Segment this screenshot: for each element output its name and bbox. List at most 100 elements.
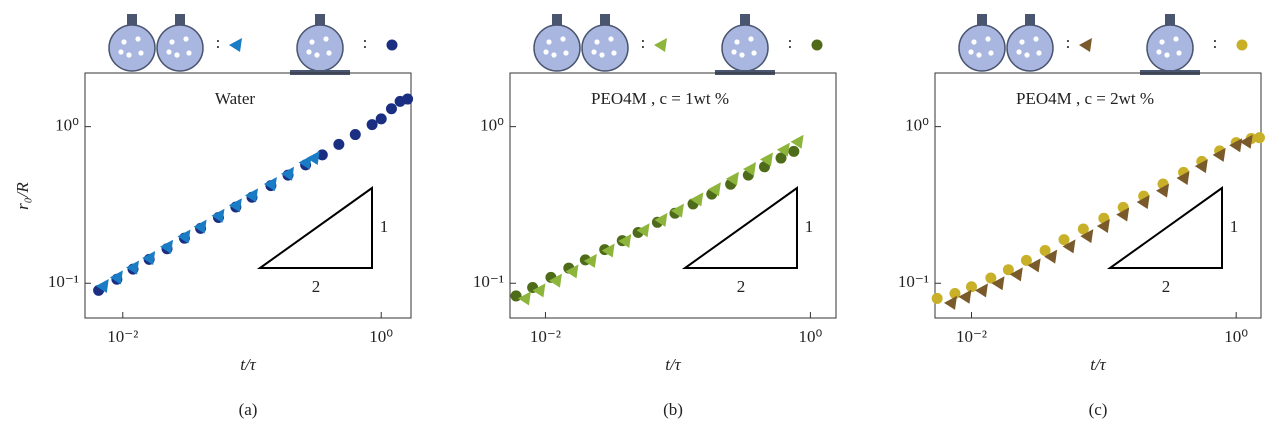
circle-marker	[333, 138, 345, 150]
triangle-marker	[1116, 207, 1130, 222]
caption: (c)	[1089, 400, 1108, 419]
double-flask-icon	[533, 14, 629, 72]
flask-neck	[600, 14, 610, 28]
bubble	[563, 50, 569, 56]
legend-separator: :	[1066, 33, 1071, 52]
bubble	[166, 49, 172, 55]
triangle-marker	[707, 182, 721, 197]
triangle-marker	[177, 229, 191, 244]
triangle-marker	[759, 152, 773, 167]
bubble	[734, 39, 740, 45]
bubble	[971, 39, 977, 45]
x-axis-label: t/τ	[1090, 355, 1106, 374]
plot-area	[93, 93, 414, 296]
bubble	[968, 49, 974, 55]
circle-marker	[985, 272, 997, 284]
circle-marker	[1077, 223, 1089, 235]
bubble	[323, 36, 329, 42]
triangle-marker	[1096, 219, 1110, 234]
triangle-marker	[1212, 147, 1226, 162]
circle-marker	[349, 129, 361, 141]
legend-marker	[386, 39, 398, 51]
flask-icon	[1140, 14, 1200, 75]
circle-marker	[1002, 264, 1014, 276]
triangle-marker	[160, 239, 174, 254]
circle-marker	[1058, 234, 1070, 246]
circle-marker	[375, 113, 387, 125]
circle-marker	[1253, 132, 1265, 144]
bubble	[591, 49, 597, 55]
x-tick-label: 10⁰	[1224, 327, 1248, 346]
y-tick-label: 10⁻¹	[473, 272, 504, 291]
plot-area	[510, 134, 804, 306]
y-tick-label: 10⁻¹	[898, 272, 929, 291]
triangle-marker	[1176, 170, 1190, 185]
circle-marker	[775, 152, 787, 164]
bubble	[135, 36, 141, 42]
x-axis-label: t/τ	[240, 355, 256, 374]
bubble	[560, 36, 566, 42]
x-tick-label: 10⁻²	[530, 327, 561, 346]
x-tick-label: 10⁻²	[107, 327, 138, 346]
bubble	[174, 52, 180, 58]
triangle-marker	[670, 203, 684, 218]
slope-label: 2	[312, 277, 321, 296]
bubble	[1173, 36, 1179, 42]
bubble	[543, 49, 549, 55]
flask-bulb	[958, 24, 1006, 72]
panel-title: Water	[215, 89, 255, 108]
legend-separator: :	[788, 33, 793, 52]
bubble	[594, 39, 600, 45]
bubble	[1019, 39, 1025, 45]
bubble	[546, 39, 552, 45]
bubble	[138, 50, 144, 56]
bubble	[121, 39, 127, 45]
triangle-marker	[126, 260, 140, 275]
bubble	[1024, 52, 1030, 58]
y-tick-label: 10⁻¹	[48, 272, 79, 291]
panel-title: PEO4M , c = 2wt %	[1016, 89, 1154, 108]
triangle-marker	[245, 188, 259, 203]
triangle-marker	[532, 283, 546, 298]
circle-marker	[788, 145, 800, 157]
flask-neck	[552, 14, 562, 28]
triangle-marker	[306, 151, 320, 166]
legend-marker	[654, 38, 667, 52]
legend-separator: :	[641, 33, 646, 52]
triangle-marker	[1156, 183, 1170, 198]
triangle-marker	[943, 295, 957, 310]
slope-triangle	[1106, 186, 1223, 269]
bubble	[748, 36, 754, 42]
bubble	[306, 49, 312, 55]
flask-bulb	[533, 24, 581, 72]
plot-frame	[934, 72, 1262, 319]
bubble	[985, 36, 991, 42]
triangle-marker	[1136, 195, 1150, 210]
y-tick-label: 10⁰	[905, 116, 929, 135]
legend-marker	[229, 38, 242, 52]
circle-marker	[385, 103, 397, 115]
triangle-marker	[565, 264, 579, 279]
triangle-marker	[690, 192, 704, 207]
circle-marker	[949, 288, 961, 300]
y-tick-label: 10⁰	[55, 116, 79, 135]
slope-label: 2	[1162, 277, 1171, 296]
triangle-marker	[1239, 134, 1253, 149]
plot-frame	[509, 72, 837, 319]
circle-marker	[366, 119, 378, 131]
triangle-marker	[636, 223, 650, 238]
circle-marker	[965, 281, 977, 293]
legend-separator: :	[363, 33, 368, 52]
circle-marker	[1039, 244, 1051, 256]
flask-icon	[715, 14, 775, 75]
circle-marker	[931, 292, 943, 304]
bubble	[1033, 36, 1039, 42]
caption: (b)	[663, 400, 683, 419]
legend-separator: :	[216, 33, 221, 52]
triangle-marker	[583, 253, 597, 268]
flask-neck	[1025, 14, 1035, 28]
bubble	[118, 49, 124, 55]
flask-neck	[127, 14, 137, 28]
flask-neck	[977, 14, 987, 28]
slope-label: 1	[1230, 217, 1239, 236]
